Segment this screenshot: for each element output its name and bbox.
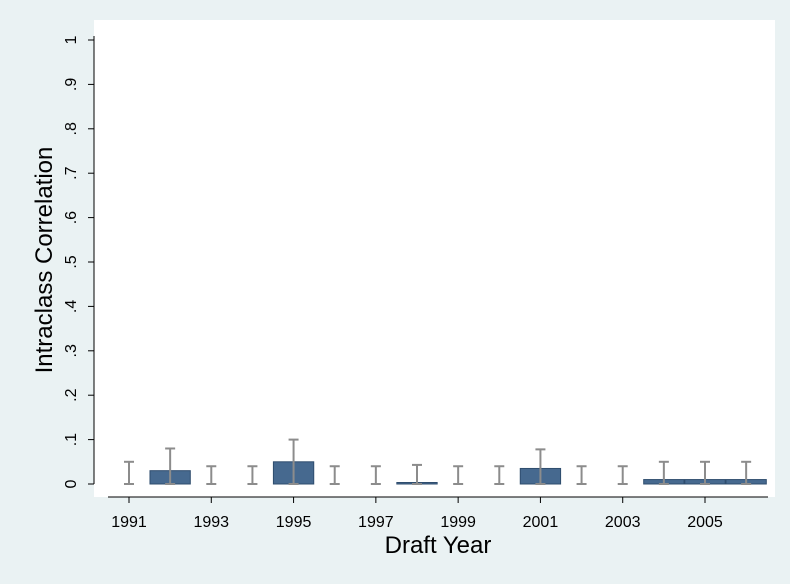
error-bar [370, 465, 381, 485]
y-axis-label: Intraclass Correlation [31, 147, 58, 374]
x-tick-label: 1991 [111, 514, 147, 531]
x-tick-label: 1999 [440, 514, 476, 531]
error-bar [494, 465, 505, 485]
y-tick-label: .7 [63, 166, 80, 179]
error-bar [741, 460, 752, 485]
y-tick-label: .3 [63, 344, 80, 357]
plot-area [94, 20, 775, 497]
x-axis-label: Draft Year [385, 532, 492, 559]
error-bar [700, 460, 710, 485]
error-bar [617, 465, 628, 485]
error-bar [658, 460, 669, 485]
x-tick-label: 1993 [193, 514, 229, 531]
error-bar [412, 463, 422, 485]
y-tick-label: .8 [63, 122, 80, 135]
y-tick-label: 1 [63, 35, 80, 44]
error-bar [329, 465, 340, 485]
y-tick-label: .9 [63, 78, 80, 91]
x-tick-label: 1997 [358, 514, 394, 531]
y-tick-label: .1 [63, 433, 80, 446]
y-tick-label: .2 [63, 388, 80, 401]
error-bar [206, 465, 217, 485]
x-tick-label: 1995 [276, 514, 312, 531]
y-tick-label: .6 [63, 211, 80, 224]
error-bar [247, 465, 258, 485]
y-tick-label: .5 [63, 255, 80, 268]
error-bar [453, 465, 464, 485]
x-ticks-layer: 1991 1993 1995 1997 1999 2001 2003 2005 [111, 497, 723, 531]
error-bars-layer [124, 438, 752, 485]
error-bar [288, 438, 299, 485]
error-bar [576, 465, 587, 485]
y-tick-label: .4 [63, 300, 80, 313]
error-bar [535, 448, 546, 485]
y-ticks-layer: 0 .1 .2 .3 .4 .5 .6 .7 .8 .9 1 [63, 35, 94, 488]
error-bar [165, 447, 176, 485]
error-bar [124, 460, 134, 485]
y-tick-label: 0 [63, 479, 80, 488]
x-tick-label: 2003 [605, 514, 641, 531]
x-tick-label: 2001 [523, 514, 559, 531]
x-tick-label: 2005 [687, 514, 723, 531]
